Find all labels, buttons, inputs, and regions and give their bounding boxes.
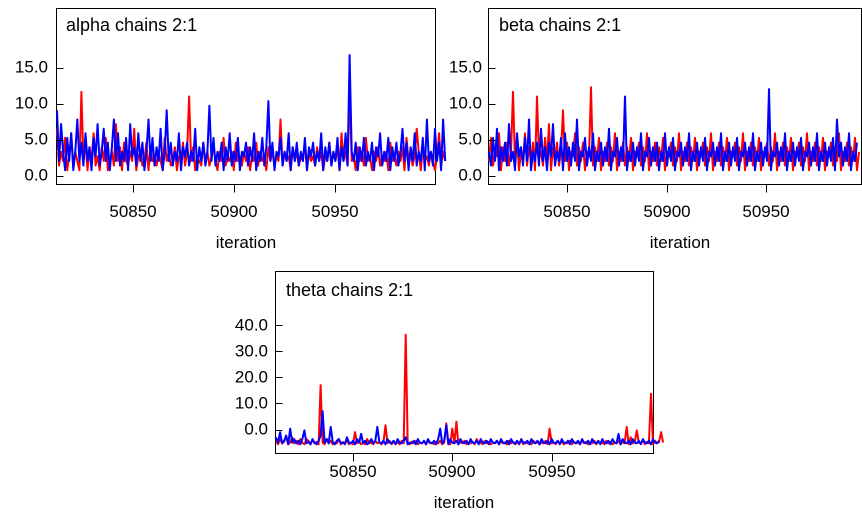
alpha-y-axis: 0.0 5.0 10.0 15.0 xyxy=(15,57,64,184)
alpha-xtick-50850: 50850 xyxy=(109,202,156,221)
beta-xtick-50850: 50850 xyxy=(543,202,590,221)
alpha-xtick-50900: 50900 xyxy=(210,202,257,221)
beta-x-axis: 50850 50900 50950 iteration xyxy=(543,184,790,252)
beta-panel-title: beta chains 2:1 xyxy=(499,15,621,35)
theta-xtick-50900: 50900 xyxy=(428,462,475,481)
beta-ytick-5: 5.0 xyxy=(458,129,482,148)
theta-xtick-50850: 50850 xyxy=(329,462,376,481)
theta-ytick-10: 10.0 xyxy=(235,393,268,412)
alpha-ytick-10: 10.0 xyxy=(15,93,48,112)
beta-panel: beta chains 2:1 0.0 5.0 10.0 15.0 50850 … xyxy=(449,8,862,252)
beta-xtick-50950: 50950 xyxy=(742,202,789,221)
beta-x-axis-label: iteration xyxy=(650,233,710,252)
theta-ytick-40: 40.0 xyxy=(235,315,268,334)
theta-xtick-50950: 50950 xyxy=(528,462,575,481)
theta-ytick-0: 0.0 xyxy=(244,419,268,438)
beta-trace-line-blue xyxy=(488,88,858,172)
beta-y-axis: 0.0 5.0 10.0 15.0 xyxy=(449,57,496,184)
alpha-x-axis: 50850 50900 50950 iteration xyxy=(109,184,359,252)
theta-panel-title: theta chains 2:1 xyxy=(286,280,413,300)
alpha-ytick-15: 15.0 xyxy=(15,57,48,76)
theta-ytick-30: 30.0 xyxy=(235,341,268,360)
alpha-ytick-5: 5.0 xyxy=(24,129,48,148)
beta-ytick-15: 15.0 xyxy=(449,57,482,76)
alpha-panel: alpha chains 2:1 0.0 5.0 10.0 15.0 50850… xyxy=(15,8,447,252)
beta-xtick-50900: 50900 xyxy=(643,202,690,221)
alpha-series-group xyxy=(56,54,447,172)
theta-plot-frame xyxy=(275,271,654,454)
alpha-panel-title: alpha chains 2:1 xyxy=(66,15,197,35)
alpha-xtick-50950: 50950 xyxy=(311,202,358,221)
theta-series-group xyxy=(275,333,665,446)
beta-ytick-0: 0.0 xyxy=(458,165,482,184)
alpha-trace-line-blue xyxy=(56,54,447,172)
theta-x-axis-label: iteration xyxy=(434,493,494,512)
theta-trace-line-blue xyxy=(275,410,660,446)
beta-series-group xyxy=(488,86,860,172)
theta-ytick-20: 20.0 xyxy=(235,367,268,386)
beta-ytick-10: 10.0 xyxy=(449,93,482,112)
alpha-ytick-0: 0.0 xyxy=(24,165,48,184)
theta-y-axis: 0.0 10.0 20.0 30.0 40.0 xyxy=(235,315,283,438)
alpha-x-axis-label: iteration xyxy=(216,233,276,252)
theta-panel: theta chains 2:1 0.0 10.0 20.0 30.0 40.0… xyxy=(235,271,665,512)
theta-x-axis: 50850 50900 50950 iteration xyxy=(329,453,576,512)
alpha-trace-line-red xyxy=(56,88,447,172)
